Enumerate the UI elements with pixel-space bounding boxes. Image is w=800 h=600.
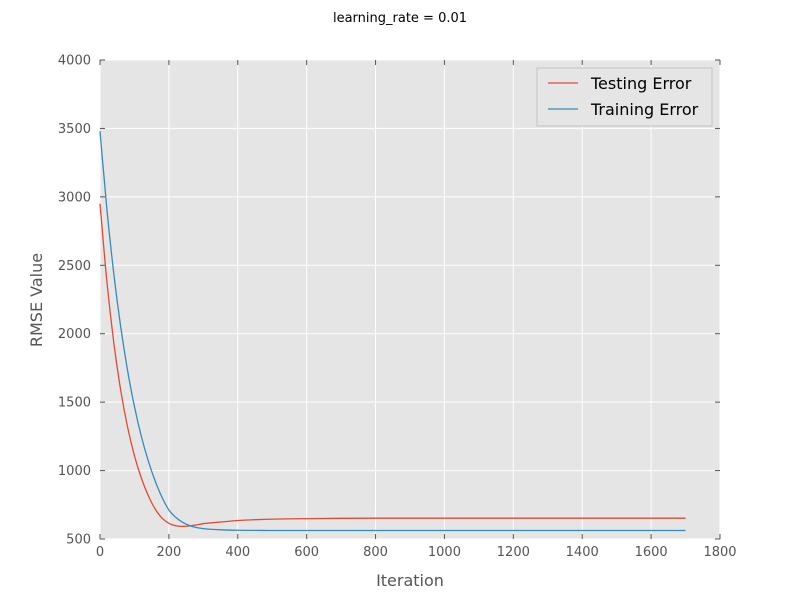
- series-lines: [99, 131, 686, 532]
- x-tick-label: 1400: [566, 545, 599, 560]
- y-tick-label: 2000: [58, 327, 91, 342]
- x-tick-label: 1600: [635, 545, 668, 560]
- y-tick-label: 3500: [58, 122, 91, 137]
- x-tick-label: 0: [96, 545, 104, 560]
- y-tick-labels: 500 1000 1500 2000 2500 3000 3500 4000: [58, 54, 91, 548]
- chart-title: learning_rate = 0.01: [333, 11, 467, 26]
- x-tick-labels: 0 200 400 600 800 1000 1200 1400 1600 1800: [96, 545, 737, 560]
- series-line-testing-error: [99, 203, 686, 528]
- plot-area: [100, 60, 720, 539]
- x-tick-label: 1000: [428, 545, 461, 560]
- legend-label-testing-error: Testing Error: [590, 74, 692, 93]
- x-tick-label: 600: [294, 545, 319, 560]
- y-tick-label: 3000: [58, 190, 91, 205]
- x-tick-label: 1800: [703, 545, 736, 560]
- legend-label-training-error: Training Error: [590, 100, 699, 119]
- series-line-training-error: [99, 131, 686, 532]
- y-tick-label: 1000: [58, 464, 91, 479]
- x-axis-label: Iteration: [376, 571, 444, 590]
- legend-box: [536, 67, 713, 127]
- y-tick-label: 1500: [58, 396, 91, 411]
- y-axis-label: RMSE Value: [27, 253, 46, 347]
- y-tick-label: 500: [66, 533, 91, 548]
- y-tick-label: 4000: [58, 54, 91, 69]
- x-tick-label: 200: [156, 545, 181, 560]
- legend: Testing Error Training Error: [536, 67, 713, 127]
- x-tick-label: 1200: [497, 545, 530, 560]
- y-tick-label: 2500: [58, 259, 91, 274]
- x-tick-label: 400: [225, 545, 250, 560]
- x-tick-label: 800: [363, 545, 388, 560]
- grid-lines: [99, 59, 721, 540]
- axis-ticks: [99, 59, 721, 540]
